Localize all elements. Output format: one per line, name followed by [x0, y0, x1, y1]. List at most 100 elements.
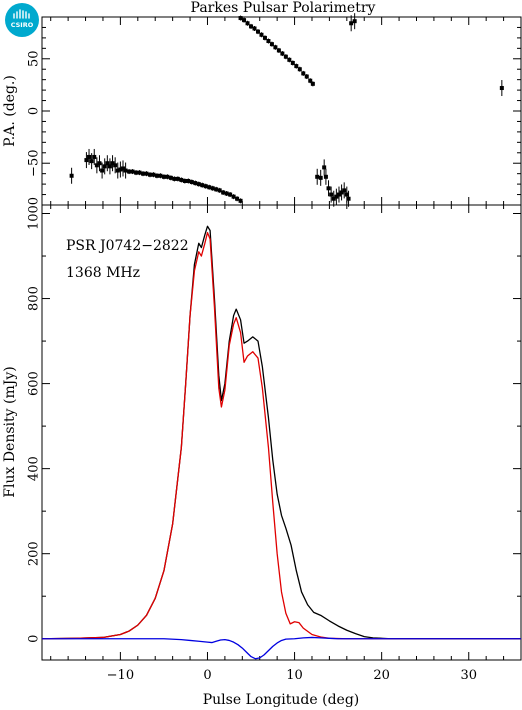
- pa-data-points: [69, 13, 504, 207]
- pa-point: [310, 81, 315, 87]
- pa-point: [210, 185, 215, 191]
- flux-y-tick-labels: 0 200 400 600 800 1000: [27, 197, 42, 643]
- pa-marker: [134, 170, 139, 175]
- linear-polarizationline: [41, 231, 521, 640]
- pa-point: [123, 162, 128, 179]
- pa-point: [165, 174, 170, 180]
- pa-axis-ticks: [42, 17, 522, 205]
- pa-point: [318, 169, 323, 186]
- pa-marker: [105, 161, 110, 166]
- pa-point: [287, 57, 292, 63]
- pa-marker: [200, 183, 205, 188]
- pa-marker: [193, 181, 198, 186]
- pa-point: [329, 186, 334, 203]
- pa-point: [315, 168, 320, 185]
- pa-point: [228, 192, 233, 198]
- pa-point: [283, 54, 288, 60]
- pa-marker: [144, 171, 149, 176]
- pa-point: [120, 160, 125, 177]
- flux-y-tick-label: 200: [27, 541, 42, 566]
- pa-marker: [308, 78, 313, 83]
- flux-y-tick-label: 400: [27, 456, 42, 481]
- pa-marker: [323, 174, 328, 179]
- psr-name-annotation: PSR J0742−2822: [66, 238, 189, 254]
- pa-marker: [310, 81, 315, 86]
- pa-marker: [100, 168, 105, 173]
- pa-point: [110, 155, 115, 172]
- pa-marker: [203, 184, 208, 189]
- pa-marker: [276, 48, 281, 53]
- pa-marker: [189, 180, 194, 185]
- flux-x-tick-label: −10: [107, 668, 134, 683]
- pa-point: [290, 60, 295, 66]
- pa-point: [280, 51, 285, 57]
- pa-marker: [259, 32, 264, 37]
- flux-panel: 0 200 400 600 800 1000 −10 0 10 20 30 PSR J0742−2…: [2, 197, 522, 708]
- pa-point: [147, 172, 152, 178]
- pa-point: [130, 169, 135, 175]
- pa-marker: [92, 154, 97, 159]
- pa-marker: [141, 171, 146, 176]
- flux-x-tick-label: 0: [203, 668, 211, 683]
- pa-point: [97, 155, 102, 172]
- pa-point: [235, 196, 240, 202]
- pa-point: [134, 170, 139, 176]
- pa-point: [304, 74, 309, 80]
- flux-x-tick-label: 30: [460, 668, 477, 683]
- pa-point: [238, 15, 243, 21]
- pa-marker: [238, 16, 243, 21]
- pa-point: [113, 157, 118, 174]
- pa-point: [273, 44, 278, 50]
- pa-point: [107, 158, 112, 175]
- pa-point: [193, 180, 198, 186]
- pa-point: [118, 161, 123, 178]
- pa-point: [92, 148, 97, 165]
- pa-marker: [315, 174, 320, 179]
- pa-marker: [346, 196, 351, 201]
- pa-point: [238, 198, 243, 204]
- pa-point: [255, 29, 260, 35]
- frequency-annotation: 1368 MHz: [66, 265, 140, 281]
- pa-marker: [110, 161, 115, 166]
- pa-point: [158, 173, 163, 179]
- pa-point: [297, 66, 302, 72]
- pa-point: [87, 148, 92, 165]
- pa-point: [326, 180, 331, 197]
- pa-point: [127, 169, 132, 175]
- pa-marker: [113, 163, 118, 168]
- pa-point: [349, 15, 354, 32]
- pa-marker: [186, 178, 191, 183]
- pa-marker: [120, 166, 125, 171]
- pa-point: [94, 157, 99, 174]
- pa-marker: [107, 164, 112, 169]
- pa-point: [84, 152, 89, 169]
- pa-marker: [352, 19, 357, 24]
- pa-point: [115, 162, 120, 179]
- pa-point: [137, 170, 142, 176]
- pa-point: [214, 186, 219, 192]
- pa-point: [141, 171, 146, 177]
- pa-marker: [235, 196, 240, 201]
- pa-marker: [127, 169, 132, 174]
- pa-marker: [97, 161, 102, 166]
- pa-point: [262, 35, 267, 41]
- flux-x-tick-label: 10: [286, 668, 303, 683]
- pa-marker: [214, 187, 219, 192]
- pa-marker: [269, 42, 274, 47]
- pa-point: [154, 173, 159, 179]
- pa-point: [266, 38, 271, 44]
- pa-marker: [207, 185, 212, 190]
- pa-marker: [266, 39, 271, 44]
- pa-marker: [118, 167, 123, 172]
- pa-marker: [290, 60, 295, 65]
- pa-marker: [339, 190, 344, 195]
- pa-marker: [294, 64, 299, 69]
- pa-marker: [329, 192, 334, 197]
- pa-marker: [182, 178, 187, 183]
- flux-y-tick-label: 800: [27, 286, 42, 311]
- csiro-logo: CSIRO: [5, 3, 39, 37]
- pa-marker: [179, 177, 184, 182]
- pa-point: [161, 174, 166, 180]
- pa-point: [301, 70, 306, 76]
- pa-point: [342, 182, 347, 199]
